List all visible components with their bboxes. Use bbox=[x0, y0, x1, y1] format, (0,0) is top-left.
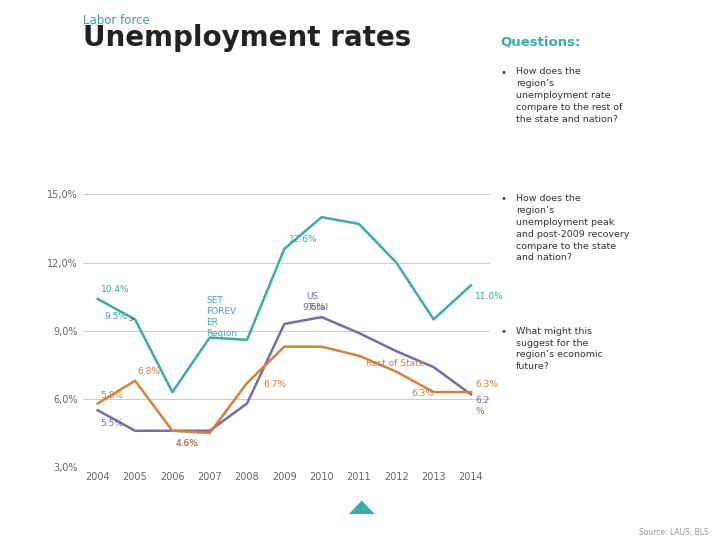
Text: 6.8%: 6.8% bbox=[138, 367, 161, 376]
Text: 4.6%: 4.6% bbox=[175, 439, 198, 448]
Text: •: • bbox=[500, 327, 506, 337]
Text: 12.6%: 12.6% bbox=[289, 235, 317, 244]
Text: What might this
suggest for the
region’s economic
future?: What might this suggest for the region’s… bbox=[516, 327, 603, 371]
Text: section 04: section 04 bbox=[331, 521, 392, 534]
Text: 4.6%: 4.6% bbox=[175, 439, 198, 448]
Text: 11.0%: 11.0% bbox=[475, 292, 504, 301]
Text: 5.8%: 5.8% bbox=[101, 391, 124, 400]
Text: •: • bbox=[500, 194, 506, 205]
Text: 6.3%: 6.3% bbox=[475, 380, 498, 389]
Text: 9.5%: 9.5% bbox=[104, 312, 134, 321]
Text: 10.4%: 10.4% bbox=[101, 285, 129, 294]
Text: Questions:: Questions: bbox=[500, 35, 581, 48]
Text: Rest of State: Rest of State bbox=[366, 359, 425, 368]
Text: Unemployment rates: Unemployment rates bbox=[83, 24, 411, 52]
Text: 6.3%: 6.3% bbox=[411, 389, 434, 399]
Text: How does the
region’s
unemployment peak
and post-2009 recovery
compare to the st: How does the region’s unemployment peak … bbox=[516, 194, 630, 262]
Text: 6.2
%: 6.2 % bbox=[475, 396, 490, 416]
Text: SET
FOREV
ER
Region: SET FOREV ER Region bbox=[206, 296, 237, 338]
Text: 6.7%: 6.7% bbox=[264, 380, 287, 389]
Text: Labor force: Labor force bbox=[83, 14, 150, 26]
Polygon shape bbox=[348, 501, 374, 514]
Text: US
Total: US Total bbox=[307, 292, 328, 313]
Text: •: • bbox=[500, 68, 506, 78]
Text: 9.6%: 9.6% bbox=[302, 303, 325, 312]
Text: How does the
region’s
unemployment rate
compare to the rest of
the state and nat: How does the region’s unemployment rate … bbox=[516, 68, 623, 124]
Text: 5.5%: 5.5% bbox=[101, 418, 124, 428]
Text: Source: LAUS, BLS: Source: LAUS, BLS bbox=[639, 528, 709, 537]
